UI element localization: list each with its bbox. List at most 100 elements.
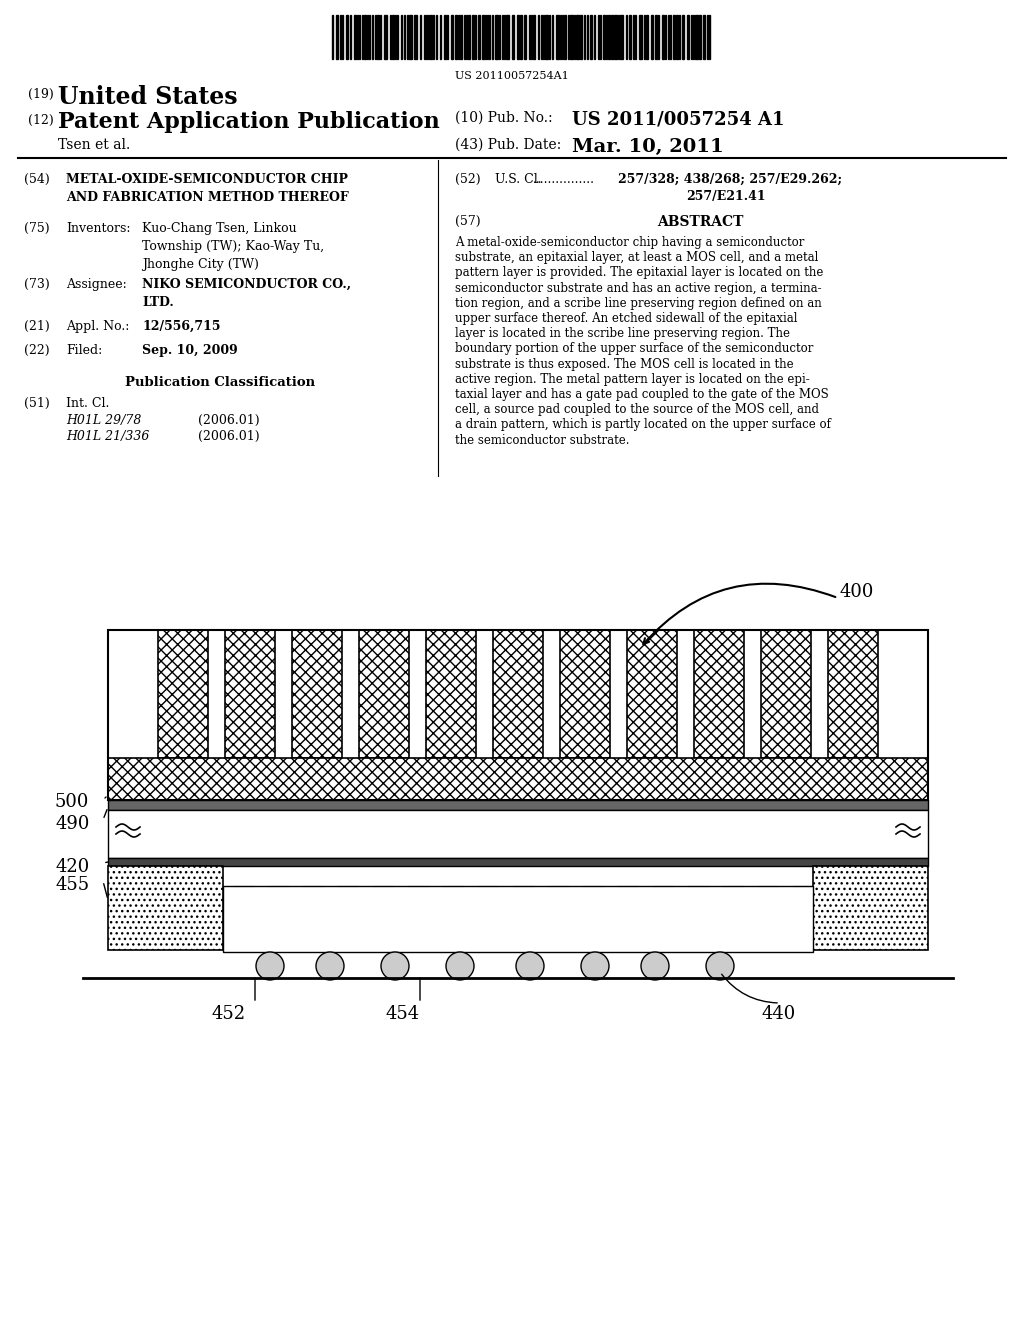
Text: (52): (52) [455, 173, 480, 186]
Text: 454: 454 [385, 1005, 419, 1023]
Bar [564, 15, 566, 59]
Text: substrate is thus exposed. The MOS cell is located in the: substrate is thus exposed. The MOS cell … [455, 358, 794, 371]
Bar [520, 15, 522, 59]
Bar [392, 15, 394, 59]
Text: 455: 455 [55, 876, 89, 894]
Text: (2006.01): (2006.01) [198, 430, 260, 444]
Circle shape [706, 952, 734, 979]
Bar [292, 630, 342, 758]
Text: (57): (57) [455, 215, 480, 228]
Circle shape [581, 952, 609, 979]
Text: NIKO SEMICONDUCTOR CO.,
LTD.: NIKO SEMICONDUCTOR CO., LTD. [142, 279, 351, 309]
Bar [225, 630, 275, 758]
Bar [761, 630, 811, 758]
Bar [517, 15, 519, 59]
Text: Filed:: Filed: [66, 345, 102, 356]
Bar [608, 15, 610, 59]
Bar [426, 630, 476, 758]
Text: (75): (75) [24, 222, 49, 235]
Text: semiconductor substrate and has an active region, a termina-: semiconductor substrate and has an activ… [455, 281, 821, 294]
Text: cell, a source pad coupled to the source of the MOS cell, and: cell, a source pad coupled to the source… [455, 403, 819, 416]
Bar [828, 630, 878, 758]
Text: Patent Application Publication: Patent Application Publication [58, 111, 439, 133]
Text: ABSTRACT: ABSTRACT [656, 215, 743, 228]
Bar [603, 15, 605, 59]
Bar [695, 15, 698, 59]
Bar [620, 15, 623, 59]
Bar [524, 15, 526, 59]
Bar [346, 15, 348, 59]
Text: (21): (21) [24, 319, 50, 333]
Bar [534, 15, 535, 59]
Bar [478, 15, 480, 59]
Text: 420: 420 [55, 858, 89, 876]
Text: 500: 500 [55, 793, 89, 810]
Text: H01L 29/78: H01L 29/78 [66, 414, 141, 426]
Text: 12/556,715: 12/556,715 [142, 319, 220, 333]
Text: Publication Classification: Publication Classification [125, 376, 315, 389]
Bar [482, 15, 484, 59]
Bar [655, 15, 657, 59]
Bar [545, 15, 548, 59]
Bar [813, 866, 928, 950]
Text: 257/E21.41: 257/E21.41 [686, 190, 766, 203]
Bar [682, 15, 684, 59]
Bar [364, 15, 366, 59]
Text: substrate, an epitaxial layer, at least a MOS cell, and a metal: substrate, an epitaxial layer, at least … [455, 251, 818, 264]
Text: ................: ................ [534, 173, 595, 186]
Bar [108, 858, 928, 866]
Bar [430, 15, 432, 59]
Bar [336, 15, 338, 59]
Bar [699, 15, 701, 59]
Text: Mar. 10, 2011: Mar. 10, 2011 [572, 139, 724, 156]
Bar [556, 15, 559, 59]
Text: (2006.01): (2006.01) [198, 414, 260, 426]
Bar [460, 15, 462, 59]
Text: pattern layer is provided. The epitaxial layer is located on the: pattern layer is provided. The epitaxial… [455, 267, 823, 280]
Text: Int. Cl.: Int. Cl. [66, 397, 110, 411]
Text: (51): (51) [24, 397, 50, 411]
Bar [158, 630, 208, 758]
Text: Sep. 10, 2009: Sep. 10, 2009 [142, 345, 238, 356]
Bar [108, 810, 928, 858]
Text: 440: 440 [762, 1005, 797, 1023]
Bar [590, 15, 592, 59]
Bar [108, 866, 223, 950]
Bar [687, 15, 689, 59]
Bar [455, 15, 457, 59]
Text: taxial layer and has a gate pad coupled to the gate of the MOS: taxial layer and has a gate pad coupled … [455, 388, 828, 401]
Bar [646, 15, 648, 59]
Bar [223, 886, 813, 952]
Text: 400: 400 [840, 583, 874, 601]
Text: (54): (54) [24, 173, 50, 186]
Text: (10) Pub. No.:: (10) Pub. No.: [455, 111, 553, 125]
Text: U.S. Cl.: U.S. Cl. [495, 173, 542, 186]
Text: (12): (12) [28, 114, 53, 127]
Bar [414, 15, 417, 59]
Bar [676, 15, 678, 59]
Text: United States: United States [58, 84, 238, 110]
Bar [570, 15, 573, 59]
Bar [468, 15, 470, 59]
Text: layer is located in the scribe line preserving region. The: layer is located in the scribe line pres… [455, 327, 790, 341]
Text: H01L 21/336: H01L 21/336 [66, 430, 150, 444]
Bar [694, 630, 744, 758]
Bar [108, 758, 928, 800]
Text: US 2011/0057254 A1: US 2011/0057254 A1 [572, 111, 784, 129]
Text: upper surface thereof. An etched sidewall of the epitaxial: upper surface thereof. An etched sidewal… [455, 312, 798, 325]
Bar [673, 15, 675, 59]
Text: US 20110057254A1: US 20110057254A1 [455, 71, 569, 81]
Circle shape [381, 952, 409, 979]
Bar [108, 800, 928, 810]
Bar [384, 15, 387, 59]
Bar [629, 15, 631, 59]
Bar [409, 15, 412, 59]
Text: A metal-oxide-semiconductor chip having a semiconductor: A metal-oxide-semiconductor chip having … [455, 236, 805, 249]
Text: boundary portion of the upper surface of the semiconductor: boundary portion of the upper surface of… [455, 342, 813, 355]
Text: Inventors:: Inventors: [66, 222, 130, 235]
Text: a drain pattern, which is partly located on the upper surface of: a drain pattern, which is partly located… [455, 418, 830, 432]
Bar [472, 15, 474, 59]
Bar [108, 630, 928, 800]
Circle shape [316, 952, 344, 979]
Text: Appl. No.:: Appl. No.: [66, 319, 129, 333]
